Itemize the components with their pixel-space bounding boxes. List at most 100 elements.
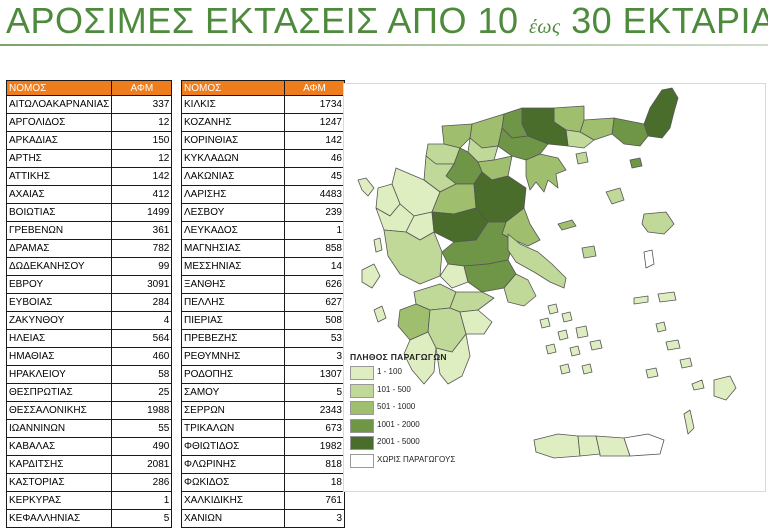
prefecture-name: ΔΩΔΕΚΑΝΗΣΟΥ	[5, 257, 113, 276]
prefecture-name: ΠΕΛΛΗΣ	[181, 293, 285, 312]
table-row: ΚΕΦΑΛΛΗΝΙΑΣ 5	[5, 509, 173, 528]
table-row: ΛΕΥΚΑΔΟΣ 1	[181, 221, 345, 240]
table-row: ΗΛΕΙΑΣ 564	[5, 329, 173, 348]
producer-count: 3	[284, 347, 345, 366]
producer-count: 761	[284, 491, 345, 510]
producer-count: 1499	[111, 203, 173, 222]
producer-count: 12	[111, 113, 173, 132]
table-row: ΕΒΡΟΥ 3091	[5, 275, 173, 294]
table-row: ΣΑΜΟΥ 5	[181, 383, 345, 402]
map-panel	[343, 83, 766, 492]
region-lesvos	[641, 211, 675, 235]
table-row: ΛΕΣΒΟΥ 239	[181, 203, 345, 222]
region-chania	[533, 433, 581, 459]
prefecture-name: ΚΕΡΚΥΡΑΣ	[5, 491, 113, 510]
table-row: ΑΤΤΙΚΗΣ 142	[5, 167, 173, 186]
producer-count: 818	[284, 455, 345, 474]
legend-swatch	[350, 366, 374, 380]
table-row: ΦΛΩΡΙΝΗΣ 818	[181, 455, 345, 474]
region-lasithi	[623, 433, 665, 457]
producer-count: 361	[111, 221, 173, 240]
producer-count: 46	[284, 149, 345, 168]
prefecture-name: ΚΟΖΑΝΗΣ	[181, 113, 285, 132]
region-ikaria	[633, 295, 649, 305]
legend-swatch	[350, 418, 374, 433]
region-florina	[441, 123, 473, 149]
legend-item: 1001 - 2000	[350, 418, 480, 435]
prefecture-name: ΚΙΛΚΙΣ	[181, 95, 285, 114]
table-row: ΧΑΛΚΙΔΙΚΗΣ 761	[181, 491, 345, 510]
region-evia	[507, 233, 567, 289]
prefecture-name: ΛΑΡΙΣΗΣ	[181, 185, 285, 204]
prefecture-name: ΜΕΣΣΗΝΙΑΣ	[181, 257, 285, 276]
producer-count: 1	[284, 221, 345, 240]
prefecture-name: ΦΛΩΡΙΝΗΣ	[181, 455, 285, 474]
table-row: ΠΕΛΛΗΣ 627	[181, 293, 345, 312]
page-title: ΑΡΟΣΙΜΕΣ ΕΚΤΑΣΕΙΣ ΑΠΟ 10 έως 30 ΕΚΤΑΡΙΑ	[6, 0, 768, 42]
region-lakonia	[435, 333, 471, 385]
table-header-row: ΝΟΜΟΣ ΑΦΜ	[5, 80, 173, 96]
title-small: έως	[529, 16, 561, 38]
table-row: ΚΑΣΤΟΡΙΑΣ 286	[5, 473, 173, 492]
prefecture-name: ΘΕΣΠΡΩΤΙΑΣ	[5, 383, 113, 402]
region-thasos	[575, 151, 589, 165]
producer-count: 5	[284, 383, 345, 402]
table-row: ΛΑΚΩΝΙΑΣ 45	[181, 167, 345, 186]
producer-count: 25	[111, 383, 173, 402]
prefecture-name: ΓΡΕΒΕΝΩΝ	[5, 221, 113, 240]
table-right: ΝΟΜΟΣ ΑΦΜ ΚΙΛΚΙΣ 1734 ΚΟΖΑΝΗΣ 1247 ΚΟΡΙΝΘΙΑΣ…	[181, 80, 345, 528]
prefecture-name: ΜΑΓΝΗΣΙΑΣ	[181, 239, 285, 258]
region-skyros	[581, 245, 597, 259]
column-header-name: ΝΟΜΟΣ	[5, 80, 113, 96]
region-evros	[643, 87, 679, 139]
title-main: ΑΡΟΣΙΜΕΣ ΕΚΤΑΣΕΙΣ ΑΠΟ 10	[6, 0, 529, 41]
table-row: ΡΟΔΟΠΗΣ 1307	[181, 365, 345, 384]
region-messinia	[403, 331, 437, 385]
prefecture-name: ΛΕΣΒΟΥ	[181, 203, 285, 222]
table-row: ΣΕΡΡΩΝ 2343	[181, 401, 345, 420]
producer-count: 1988	[111, 401, 173, 420]
producer-count: 1982	[284, 437, 345, 456]
producer-count: 14	[284, 257, 345, 276]
producer-count: 2343	[284, 401, 345, 420]
producer-count: 239	[284, 203, 345, 222]
legend-item: 2001 - 5000	[350, 436, 480, 452]
prefecture-name: ΦΩΚΙΔΟΣ	[181, 473, 285, 492]
prefecture-name: ΑΧΑΙΑΣ	[5, 185, 113, 204]
table-row: ΘΕΣΣΑΛΟΝΙΚΗΣ 1988	[5, 401, 173, 420]
table-row: ΞΑΝΘΗΣ 626	[181, 275, 345, 294]
prefecture-name: ΤΡΙΚΑΛΩΝ	[181, 419, 285, 438]
prefecture-name: ΛΑΚΩΝΙΑΣ	[181, 167, 285, 186]
table-row: ΚΙΛΚΙΣ 1734	[181, 95, 345, 114]
region-fokida	[439, 263, 469, 289]
prefecture-name: ΑΡΓΟΛΙΔΟΣ	[5, 113, 113, 132]
table-row: ΔΩΔΕΚΑΝΗΣΟΥ 99	[5, 257, 173, 276]
producer-count: 1734	[284, 95, 345, 114]
table-row: ΚΟΖΑΝΗΣ 1247	[181, 113, 345, 132]
table-row: ΓΡΕΒΕΝΩΝ 361	[5, 221, 173, 240]
title-underline	[0, 44, 768, 46]
region-lefkada	[373, 237, 383, 253]
prefecture-name: ΚΥΚΛΑΔΩΝ	[181, 149, 285, 168]
legend-label: ΧΩΡΙΣ ΠΑΡΑΓΩΓΟΥΣ	[377, 454, 456, 464]
legend-swatch	[350, 383, 374, 398]
prefecture-name: ΧΑΛΚΙΔΙΚΗΣ	[181, 491, 285, 510]
producer-count: 45	[284, 167, 345, 186]
prefecture-name: ΚΕΦΑΛΛΗΝΙΑΣ	[5, 509, 113, 528]
producer-count: 4	[111, 311, 173, 330]
greece-map	[357, 87, 737, 459]
prefecture-name: ΑΤΤΙΚΗΣ	[5, 167, 113, 186]
table-row: ΦΘΙΩΤΙΔΟΣ 1982	[181, 437, 345, 456]
prefecture-name: ΗΡΑΚΛΕΙΟΥ	[5, 365, 113, 384]
table-row: ΑΧΑΙΑΣ 412	[5, 185, 173, 204]
prefecture-name: ΧΑΝΙΩΝ	[181, 509, 285, 528]
prefecture-name: ΗΜΑΘΙΑΣ	[5, 347, 113, 366]
producer-count: 626	[284, 275, 345, 294]
producer-count: 412	[111, 185, 173, 204]
table-row: ΑΙΤΩΛΟΑΚΑΡΝΑΝΙΑΣ 337	[5, 95, 173, 114]
table-row: ΑΡΓΟΛΙΔΟΣ 12	[5, 113, 173, 132]
producer-count: 99	[111, 257, 173, 276]
legend-item: 501 - 1000	[350, 401, 480, 417]
producer-count: 1247	[284, 113, 345, 132]
table-row: ΖΑΚΥΝΘΟΥ 4	[5, 311, 173, 330]
